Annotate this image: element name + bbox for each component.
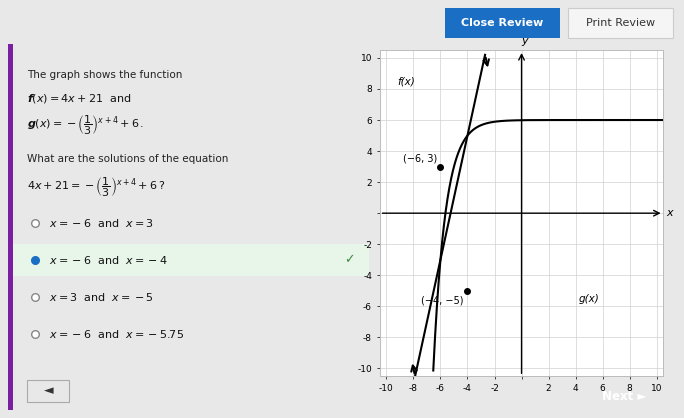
Text: y: y: [522, 36, 528, 46]
Text: Print Review: Print Review: [586, 18, 655, 28]
Bar: [13, 244, 369, 276]
Text: What are the solutions of the equation: What are the solutions of the equation: [27, 154, 228, 164]
Text: Close Review: Close Review: [462, 18, 544, 28]
Text: $4x + 21 = -\left(\dfrac{1}{3}\right)^{x+4} + 6\,?$: $4x + 21 = -\left(\dfrac{1}{3}\right)^{x…: [27, 176, 166, 199]
Text: $\boldsymbol{g}(x) = -\left(\dfrac{1}{3}\right)^{x+4} + 6\,.$: $\boldsymbol{g}(x) = -\left(\dfrac{1}{3}…: [27, 114, 144, 138]
Text: $x = -6$  and  $x = -5.75$: $x = -6$ and $x = -5.75$: [49, 328, 185, 340]
Text: g(x): g(x): [579, 293, 599, 303]
Text: $x = 3$  and  $x = -5$: $x = 3$ and $x = -5$: [49, 291, 154, 303]
Bar: [27, 380, 70, 402]
Text: The graph shows the function: The graph shows the function: [27, 70, 186, 80]
Text: f(x): f(x): [398, 76, 415, 86]
Text: x: x: [666, 208, 673, 218]
Text: (−6, 3): (−6, 3): [404, 153, 438, 163]
Text: $x = -6$  and  $x = -4$: $x = -6$ and $x = -4$: [49, 254, 168, 266]
Text: ◄: ◄: [44, 384, 53, 397]
Text: $x = -6$  and  $x = 3$: $x = -6$ and $x = 3$: [49, 217, 154, 229]
Text: $\boldsymbol{f}(x) = 4x + 21$  and: $\boldsymbol{f}(x) = 4x + 21$ and: [27, 92, 131, 105]
Bar: [568, 8, 673, 38]
Bar: [445, 8, 560, 38]
Text: ✓: ✓: [344, 253, 354, 266]
Text: (−4, −5): (−4, −5): [421, 296, 464, 306]
Text: Next ►: Next ►: [602, 390, 646, 403]
Bar: [8, 44, 13, 410]
